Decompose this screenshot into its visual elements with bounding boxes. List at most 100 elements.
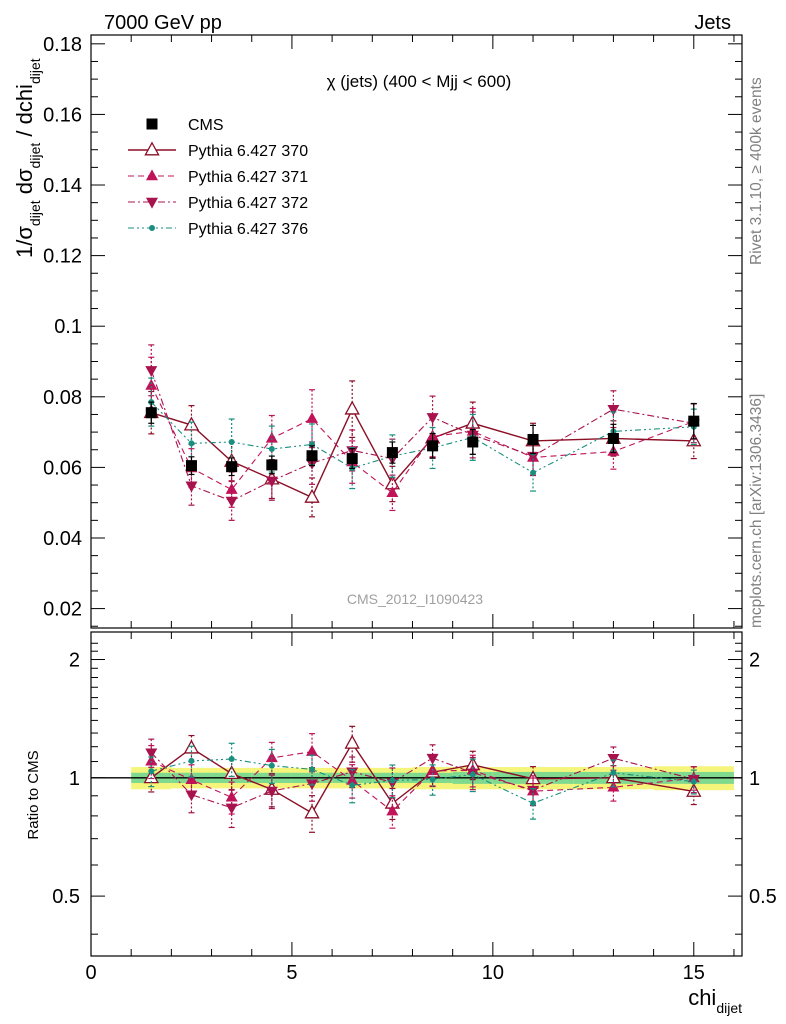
x-axis-label: chidijet bbox=[688, 985, 742, 1016]
data-point bbox=[426, 413, 439, 424]
data-point bbox=[228, 756, 235, 763]
data-point bbox=[185, 790, 198, 802]
data-point bbox=[690, 778, 697, 785]
data-point bbox=[607, 780, 620, 792]
legend-entry: CMS bbox=[146, 117, 224, 134]
data-point bbox=[688, 415, 700, 427]
y-tick-label: 0.18 bbox=[43, 34, 82, 56]
data-point bbox=[349, 782, 356, 789]
legend-entry: Pythia 6.427 370 bbox=[128, 141, 308, 160]
legend-label: Pythia 6.427 370 bbox=[188, 143, 308, 160]
data-point bbox=[467, 436, 479, 448]
ratio-series-pythia-6-427-376 bbox=[148, 742, 697, 820]
series-line bbox=[150, 752, 694, 809]
data-point bbox=[225, 496, 238, 508]
plot-frame bbox=[90, 34, 743, 629]
data-point bbox=[185, 481, 198, 493]
y-tick-label: 0.14 bbox=[43, 175, 82, 197]
data-point bbox=[344, 734, 360, 749]
chart-watermark: CMS_2012_I1090423 bbox=[347, 591, 483, 607]
data-point bbox=[306, 450, 318, 462]
y-tick-label: 0.02 bbox=[43, 599, 82, 621]
data-point bbox=[346, 453, 358, 465]
data-point bbox=[386, 804, 399, 816]
legend-marker bbox=[146, 169, 158, 181]
data-point bbox=[344, 400, 360, 415]
side-label-bottom: mcplots.cern.ch [arXiv:1306.3436] bbox=[748, 394, 765, 628]
plot-frame bbox=[90, 631, 743, 957]
legend: CMS Pythia 6.427 370 Pythia 6.427 371 Pythi… bbox=[128, 117, 308, 238]
data-point bbox=[188, 440, 195, 447]
series-line bbox=[150, 385, 694, 494]
main-panel: 0.02 0.04 0.06 0.08 0.1 0.12 0.14 0.16 0.18 bbox=[43, 34, 743, 956]
x-tick-labels: 0 5 10 15 bbox=[85, 962, 704, 984]
ratio-y-tick-label: 0.5 bbox=[52, 886, 80, 908]
data-point bbox=[145, 378, 158, 390]
data-point bbox=[610, 769, 617, 776]
data-point bbox=[145, 407, 157, 419]
data-point bbox=[306, 412, 319, 423]
header-right: Jets bbox=[694, 12, 731, 34]
legend-marker bbox=[144, 141, 160, 156]
legend-marker bbox=[146, 197, 158, 209]
ratio-y-tick-label-right: 1 bbox=[749, 768, 760, 790]
x-tick-label: 10 bbox=[482, 962, 504, 984]
data-point bbox=[228, 438, 235, 445]
data-point bbox=[607, 404, 620, 416]
series-line bbox=[151, 758, 694, 804]
data-point bbox=[304, 804, 320, 819]
legend-entry: Pythia 6.427 376 bbox=[128, 221, 308, 238]
data-point bbox=[386, 486, 399, 498]
ratio-y-tick-label: 1 bbox=[69, 768, 80, 790]
data-point bbox=[268, 762, 275, 769]
data-point bbox=[304, 488, 320, 503]
series-line bbox=[150, 370, 694, 502]
main-series-pythia-6-427-372 bbox=[145, 344, 700, 521]
data-point bbox=[266, 459, 278, 471]
x-tick-label: 15 bbox=[683, 962, 705, 984]
series-line bbox=[151, 751, 694, 812]
ratio-y-tick-label: 2 bbox=[69, 650, 80, 672]
data-point bbox=[225, 803, 238, 815]
legend-entry: Pythia 6.427 371 bbox=[128, 169, 308, 186]
data-point bbox=[145, 366, 158, 377]
data-point bbox=[426, 753, 439, 765]
data-point bbox=[429, 776, 436, 783]
data-point bbox=[225, 483, 238, 494]
data-point bbox=[386, 447, 398, 459]
data-point bbox=[226, 461, 238, 473]
data-point bbox=[265, 786, 278, 798]
data-point bbox=[530, 800, 537, 807]
data-point bbox=[607, 432, 619, 444]
legend-label: Pythia 6.427 372 bbox=[188, 195, 308, 212]
data-point bbox=[527, 434, 539, 446]
legend-entry: Pythia 6.427 372 bbox=[128, 195, 308, 212]
legend-marker bbox=[149, 225, 155, 231]
data-point bbox=[530, 469, 537, 476]
data-point bbox=[145, 748, 158, 760]
legend-marker bbox=[146, 118, 158, 130]
y-tick-label: 0.12 bbox=[43, 246, 82, 268]
data-point bbox=[185, 460, 197, 472]
series-line bbox=[151, 407, 694, 499]
main-series-pythia-6-427-370 bbox=[143, 380, 702, 518]
data-point bbox=[427, 440, 439, 452]
x-tick-label: 0 bbox=[85, 962, 96, 984]
ratio-y-tick-label-right: 0.5 bbox=[749, 886, 777, 908]
legend-label: Pythia 6.427 376 bbox=[188, 221, 308, 238]
data-point bbox=[265, 751, 278, 763]
data-point bbox=[389, 777, 396, 784]
y-tick-label: 0.16 bbox=[43, 104, 82, 126]
y-tick-label: 0.06 bbox=[43, 457, 82, 479]
ratio-y-tick-label-right: 2 bbox=[749, 650, 760, 672]
data-point bbox=[268, 446, 275, 453]
data-point bbox=[265, 476, 278, 488]
side-label-top: Rivet 3.1.10, ≥ 400k events bbox=[748, 77, 765, 265]
chart-title: χ (jets) (400 < Mjj < 600) bbox=[327, 72, 512, 91]
y-tick-label: 0.1 bbox=[54, 316, 82, 338]
y-tick-label: 0.04 bbox=[43, 528, 82, 550]
y-tick-label: 0.08 bbox=[43, 387, 82, 409]
header-left: 7000 GeV pp bbox=[104, 12, 222, 34]
x-tick-label: 5 bbox=[286, 962, 297, 984]
